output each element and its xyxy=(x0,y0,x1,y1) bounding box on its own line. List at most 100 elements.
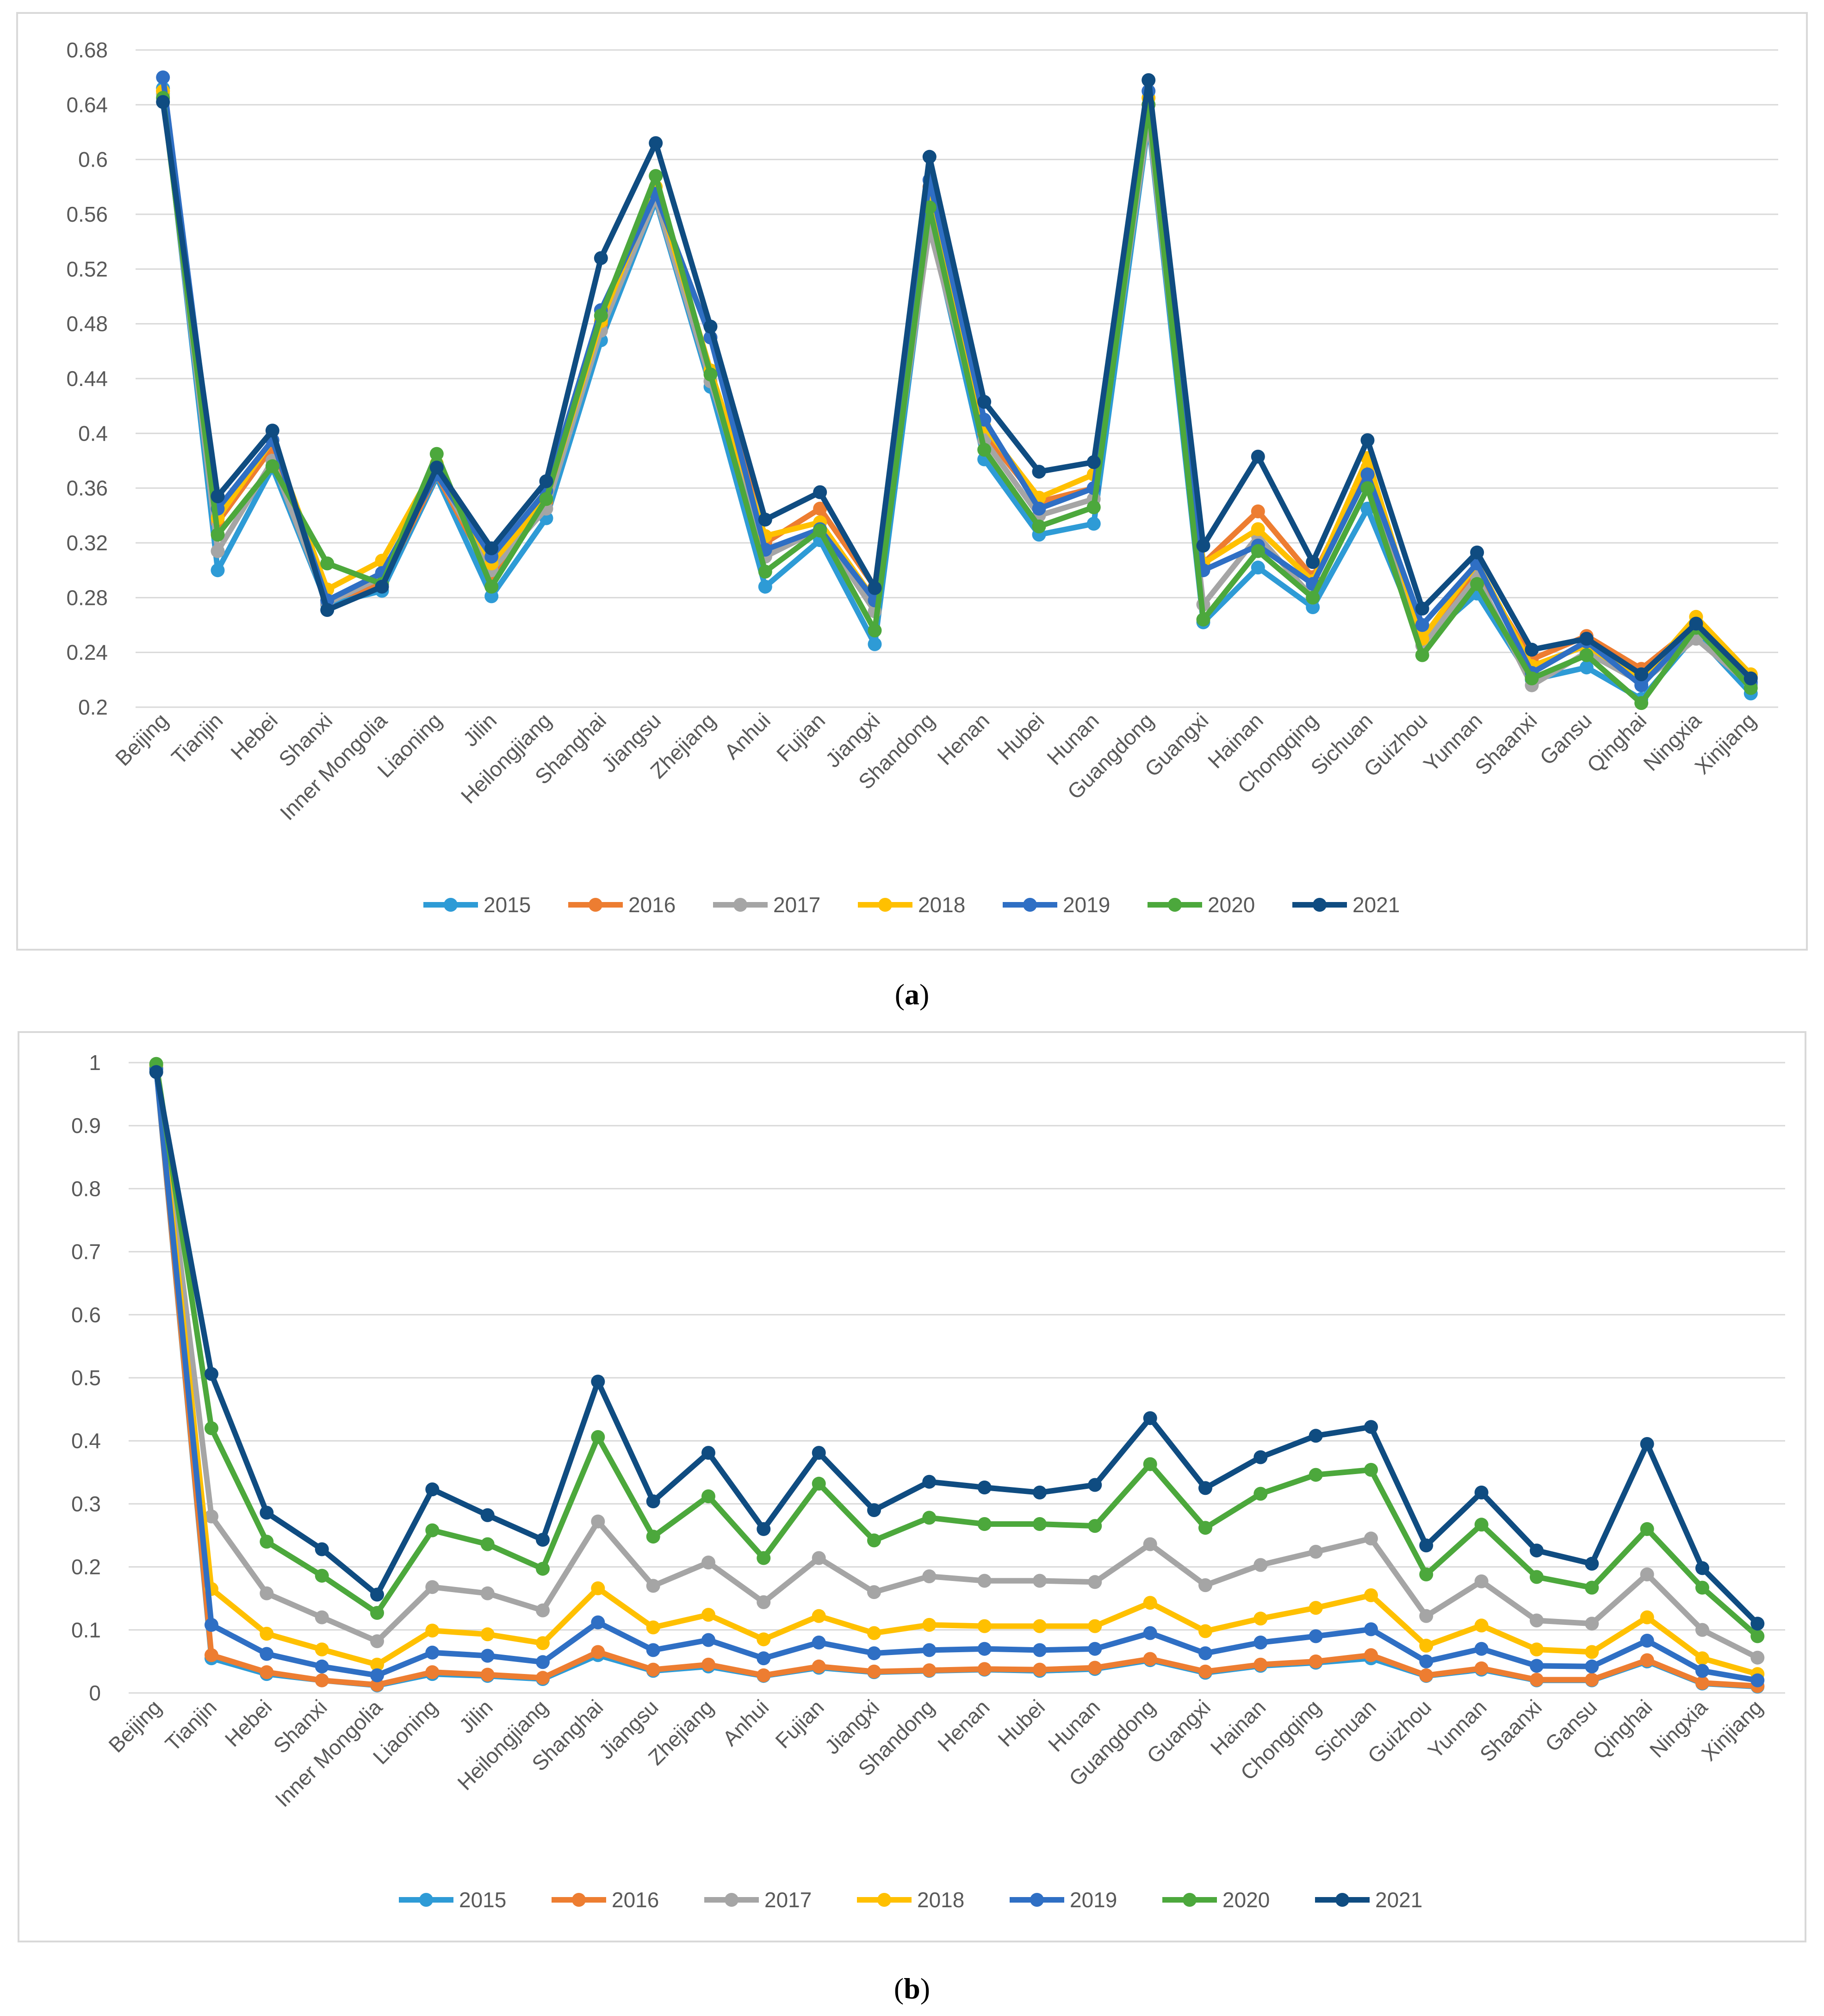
data-point xyxy=(922,1618,937,1632)
legend-item-2017: 2017 xyxy=(713,893,820,917)
data-point xyxy=(1695,1651,1709,1666)
data-point xyxy=(1253,1657,1268,1672)
data-point xyxy=(265,459,279,473)
series-2020 xyxy=(149,1057,1765,1643)
data-point xyxy=(1419,1638,1433,1653)
y-tick-label: 0.4 xyxy=(71,1429,101,1453)
data-point xyxy=(922,1511,937,1525)
legend-item-2020: 2020 xyxy=(1162,1888,1270,1912)
data-point xyxy=(812,1551,826,1565)
data-point xyxy=(922,1475,937,1489)
data-point xyxy=(1419,1538,1433,1553)
data-point xyxy=(1640,1567,1654,1581)
y-tick-label: 0.3 xyxy=(71,1492,101,1516)
data-point xyxy=(1585,1556,1599,1571)
legend-marker xyxy=(877,1893,891,1907)
data-point xyxy=(1033,1574,1047,1588)
data-point xyxy=(1360,467,1375,482)
data-point xyxy=(370,1634,384,1649)
y-tick-label: 0 xyxy=(89,1681,101,1705)
legend-marker xyxy=(733,898,747,912)
data-point xyxy=(1142,73,1156,87)
data-point xyxy=(757,1595,771,1609)
data-point xyxy=(536,1636,550,1650)
data-point xyxy=(260,1586,274,1600)
data-point xyxy=(1360,433,1375,448)
data-point xyxy=(1640,1653,1654,1668)
chart-b-series xyxy=(149,1057,1765,1694)
data-point xyxy=(484,541,499,555)
data-point xyxy=(1585,1659,1599,1674)
legend-item-2018: 2018 xyxy=(857,1888,964,1912)
data-point xyxy=(484,579,499,594)
data-point xyxy=(1033,1485,1047,1500)
data-point xyxy=(1689,616,1703,631)
data-point xyxy=(149,1065,163,1079)
data-point xyxy=(1364,1588,1378,1602)
data-point xyxy=(758,579,772,594)
chart-b-legend: 2015 2016 2017 2018 2019 2020 2021 xyxy=(399,1888,1422,1912)
data-point xyxy=(1198,1624,1212,1638)
data-point xyxy=(1530,1570,1544,1584)
data-point xyxy=(1419,1567,1433,1581)
data-point xyxy=(646,1494,660,1508)
legend-label: 2020 xyxy=(1208,893,1255,917)
data-point xyxy=(867,1533,881,1548)
legend-label: 2017 xyxy=(773,893,820,917)
legend-marker xyxy=(444,898,458,912)
data-point xyxy=(649,169,663,183)
data-point xyxy=(265,423,279,438)
y-tick-label: 0.5 xyxy=(71,1366,101,1390)
data-point xyxy=(812,1609,826,1623)
data-point xyxy=(646,1643,660,1657)
data-point xyxy=(1364,1648,1378,1662)
data-point xyxy=(1695,1561,1709,1575)
data-point xyxy=(429,447,444,461)
data-point xyxy=(1088,1478,1102,1492)
data-point xyxy=(649,136,663,150)
legend-item-2016: 2016 xyxy=(552,1888,659,1912)
legend-label: 2020 xyxy=(1222,1888,1270,1912)
data-point xyxy=(977,1481,992,1494)
data-point xyxy=(1695,1623,1709,1637)
series-2021 xyxy=(156,73,1758,685)
data-point xyxy=(480,1537,495,1551)
data-point xyxy=(646,1530,660,1544)
data-point xyxy=(813,502,827,516)
data-point xyxy=(211,544,225,558)
y-tick-label: 0.1 xyxy=(71,1618,101,1642)
data-point xyxy=(375,579,389,594)
data-point xyxy=(1579,660,1594,675)
data-point xyxy=(646,1579,660,1593)
data-point xyxy=(211,489,225,504)
data-point xyxy=(591,1615,605,1630)
data-point xyxy=(922,1569,937,1583)
data-point xyxy=(1033,1517,1047,1531)
y-tick-label: 0.6 xyxy=(78,148,108,172)
legend-marker xyxy=(1030,1893,1044,1907)
data-point xyxy=(1143,1626,1157,1640)
data-point xyxy=(425,1580,440,1594)
data-point xyxy=(1419,1609,1433,1623)
data-point xyxy=(868,637,882,651)
data-point xyxy=(260,1665,274,1680)
legend-marker xyxy=(878,898,892,912)
data-point xyxy=(1474,1518,1489,1532)
data-point xyxy=(1530,1643,1544,1656)
data-point xyxy=(1364,1462,1378,1477)
legend-item-2015: 2015 xyxy=(399,1888,506,1912)
data-point xyxy=(1530,1673,1544,1687)
data-point xyxy=(1470,577,1484,591)
data-point xyxy=(1198,1521,1212,1535)
data-point xyxy=(1251,522,1265,536)
data-point xyxy=(701,1657,715,1672)
series-line-2018 xyxy=(153,1062,1761,1677)
data-point xyxy=(1088,1519,1102,1533)
data-point xyxy=(868,581,882,595)
data-point xyxy=(1474,1485,1489,1500)
data-point xyxy=(1143,1652,1157,1666)
data-point xyxy=(646,1620,660,1635)
data-point xyxy=(1198,1481,1212,1495)
legend-item-2020: 2020 xyxy=(1148,893,1255,917)
